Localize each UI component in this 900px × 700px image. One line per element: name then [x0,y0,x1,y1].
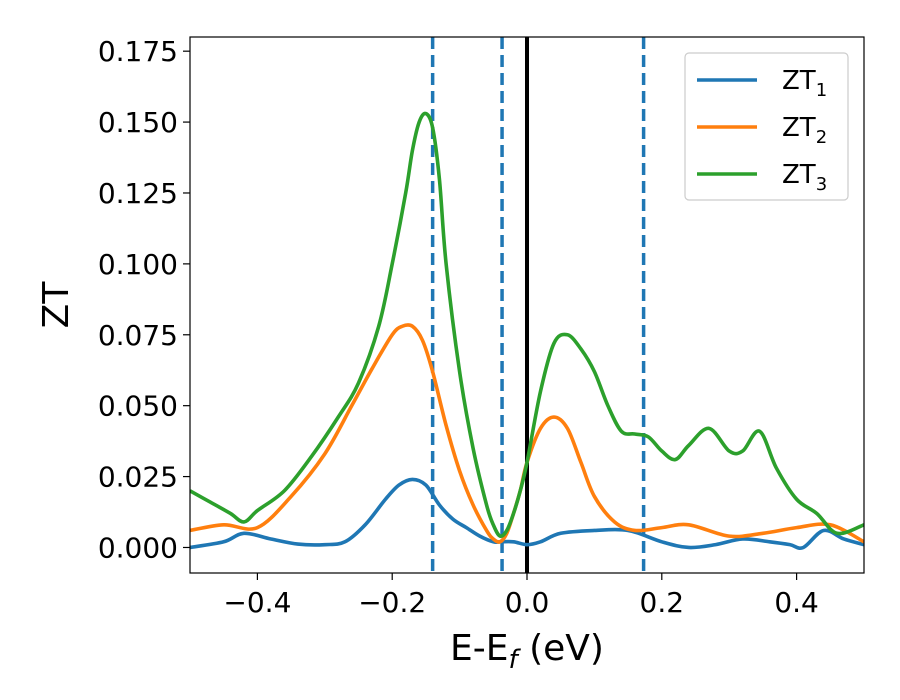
series-layer [190,111,864,550]
x-tick-label: 0.4 [774,586,819,619]
legend-label-zt2: ZT2 [782,113,827,148]
y-tick-label: 0.050 [98,390,178,423]
y-tick-label: 0.125 [98,177,178,210]
series-line-zt3 [190,111,864,539]
legend-label-zt1: ZT1 [782,66,827,101]
x-tick-label: 0.2 [640,586,685,619]
x-tick-label: 0.0 [505,586,550,619]
legend-label-zt3: ZT3 [782,160,827,195]
x-tick-label: −0.2 [358,586,426,619]
y-tick-label: 0.000 [98,531,178,564]
y-axis: 0.000 0.025 0.050 0.075 0.100 0.125 0.150 0.175 [98,35,190,564]
x-tick-label: −0.4 [223,586,291,619]
y-tick-label: 0.175 [98,35,178,68]
legend-box [684,52,849,201]
x-axis: −0.4 −0.2 0.0 0.2 0.4 [223,573,819,619]
y-tick-label: 0.025 [98,461,178,494]
y-tick-label: 0.100 [98,248,178,281]
y-tick-label: 0.075 [98,319,178,352]
legend: ZT1 ZT2 ZT3 [684,52,849,201]
x-axis-label: E-Ef (eV) [450,628,604,675]
reference-lines [430,37,646,573]
y-tick-label: 0.150 [98,106,178,139]
series-line-zt2 [190,323,864,544]
y-axis-label: ZT [36,281,77,329]
